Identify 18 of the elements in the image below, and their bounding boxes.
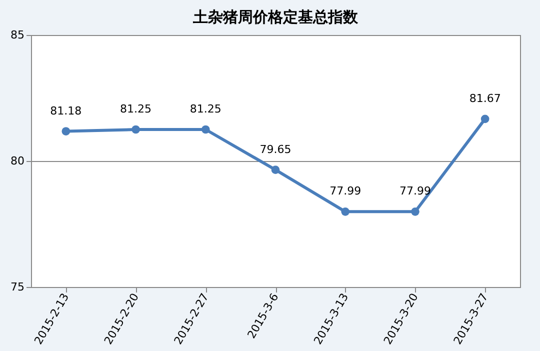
data-label: 81.67 xyxy=(469,92,501,105)
data-label: 77.99 xyxy=(330,184,362,198)
data-label: 79.65 xyxy=(260,142,292,156)
data-label: 81.25 xyxy=(190,102,222,116)
chart-title: 土杂猪周价格定基总指数 xyxy=(192,8,359,26)
y-tick-label: 75 xyxy=(10,280,24,294)
point xyxy=(341,207,350,216)
data-label: 81.25 xyxy=(120,102,152,116)
point xyxy=(411,207,420,216)
data-label: 77.99 xyxy=(399,184,431,198)
point xyxy=(480,114,490,124)
y-tick-label: 80 xyxy=(10,154,24,168)
point xyxy=(271,166,280,174)
point xyxy=(62,127,70,136)
point xyxy=(201,125,210,134)
y-tick-label: 85 xyxy=(10,28,24,42)
data-label: 81.18 xyxy=(50,104,82,118)
point xyxy=(132,125,140,134)
